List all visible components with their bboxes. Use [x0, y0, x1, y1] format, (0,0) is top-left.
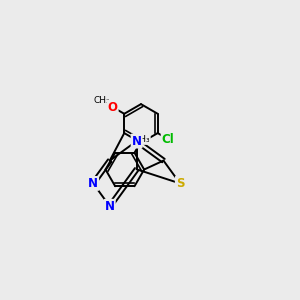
Text: CH₃: CH₃	[134, 135, 150, 144]
Text: N: N	[132, 135, 142, 148]
Text: N: N	[105, 200, 115, 213]
Text: S: S	[176, 177, 184, 190]
Text: Cl: Cl	[162, 133, 174, 146]
Text: O: O	[108, 100, 118, 114]
Text: CH₃: CH₃	[94, 96, 110, 105]
Text: N: N	[88, 177, 98, 190]
